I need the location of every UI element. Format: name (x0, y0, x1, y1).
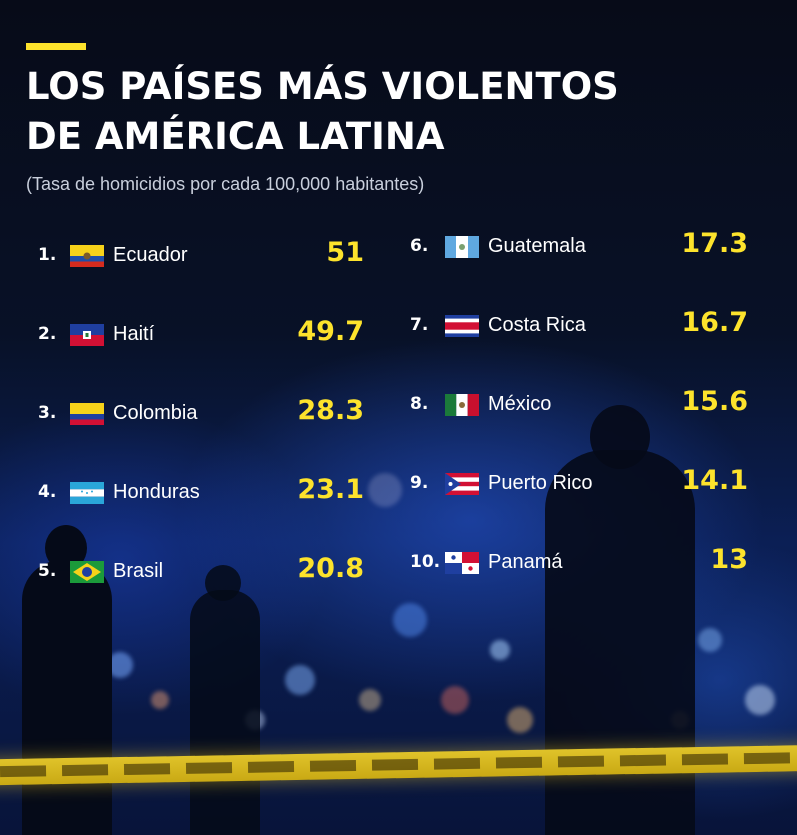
tape-mark (495, 756, 543, 769)
bokeh-light (507, 707, 533, 733)
tape-mark (681, 753, 729, 766)
rank-number: 1. (38, 245, 57, 265)
haiti-flag-icon (70, 324, 104, 346)
country-name: Colombia (113, 402, 198, 424)
country-name: Puerto Rico (488, 472, 593, 494)
rank-number: 7. (410, 315, 429, 335)
table-row: 10. Panamá 13 (410, 544, 748, 584)
tape-mark (123, 763, 171, 775)
homicide-rate-value: 16.7 (681, 307, 748, 338)
country-name: México (488, 393, 552, 415)
homicide-rate-value: 17.3 (681, 228, 748, 259)
country-name: Brasil (113, 560, 164, 582)
table-row: 7. Costa Rica 16.7 (410, 307, 748, 347)
bokeh-light (490, 640, 510, 660)
brazil-flag-icon (70, 561, 104, 583)
tape-mark (61, 764, 109, 777)
table-row: 3. Colombia 28.3 (38, 395, 364, 435)
bokeh-light (359, 689, 381, 711)
homicide-rate-value: 15.6 (681, 386, 748, 417)
country-name: Guatemala (488, 235, 586, 257)
panama-flag-icon (445, 552, 479, 574)
mexico-flag-icon (445, 394, 479, 416)
homicide-rate-value: 13 (710, 544, 748, 575)
table-row: 5. Brasil 20.8 (38, 553, 364, 593)
rank-number: 3. (38, 403, 57, 423)
tape-mark (743, 752, 791, 765)
table-row: 4. Honduras 23.1 (38, 474, 364, 514)
subtitle: (Tasa de homicidios por cada 100,000 hab… (26, 174, 425, 194)
country-name: Costa Rica (488, 314, 586, 336)
rank-number: 4. (38, 482, 57, 502)
rank-number: 2. (38, 324, 57, 344)
bokeh-light (285, 665, 315, 695)
table-row: 1. Ecuador 51 (38, 237, 364, 277)
homicide-rate-value: 23.1 (297, 474, 364, 505)
bokeh-light (698, 628, 722, 652)
tape-mark (557, 755, 605, 768)
table-row: 9. Puerto Rico 14.1 (410, 465, 748, 505)
country-name: Honduras (113, 481, 200, 503)
country-name: Haití (113, 323, 155, 345)
homicide-rate-value: 14.1 (681, 465, 748, 496)
guatemala-flag-icon (445, 236, 479, 258)
tape-mark (0, 765, 47, 778)
title-line-1: LOS PAÍSES MÁS VIOLENTOS (26, 65, 619, 108)
colombia-flag-icon (70, 403, 104, 425)
tape-mark (309, 759, 357, 772)
title-line-2: DE AMÉRICA LATINA (26, 115, 445, 158)
bokeh-light (368, 473, 402, 507)
tape-mark (619, 754, 667, 767)
page-title: LOS PAÍSES MÁS VIOLENTOS DE AMÉRICA LATI… (26, 62, 726, 162)
homicide-rate-value: 51 (326, 237, 364, 268)
ecuador-flag-icon (70, 245, 104, 267)
homicide-rate-value: 28.3 (297, 395, 364, 426)
tape-mark (247, 761, 295, 773)
tape-mark (371, 758, 419, 771)
homicide-rate-value: 20.8 (297, 553, 364, 584)
tape-mark (185, 762, 233, 774)
bokeh-light (745, 685, 775, 715)
country-name: Ecuador (113, 244, 188, 266)
rank-number: 5. (38, 561, 57, 581)
puerto-rico-flag-icon (445, 473, 479, 495)
table-row: 2. Haití 49.7 (38, 316, 364, 356)
table-row: 6. Guatemala 17.3 (410, 228, 748, 268)
rank-number: 9. (410, 473, 429, 493)
bokeh-light (441, 686, 469, 714)
honduras-flag-icon (70, 482, 104, 504)
rank-number: 10. (410, 552, 441, 572)
country-name: Panamá (488, 551, 563, 573)
accent-bar (26, 43, 86, 50)
rank-number: 6. (410, 236, 429, 256)
bokeh-light (393, 603, 427, 637)
rank-number: 8. (410, 394, 429, 414)
table-row: 8. México 15.6 (410, 386, 748, 426)
homicide-rate-value: 49.7 (297, 316, 364, 347)
costa-rica-flag-icon (445, 315, 479, 337)
tape-mark (433, 757, 481, 770)
bokeh-light (151, 691, 169, 709)
